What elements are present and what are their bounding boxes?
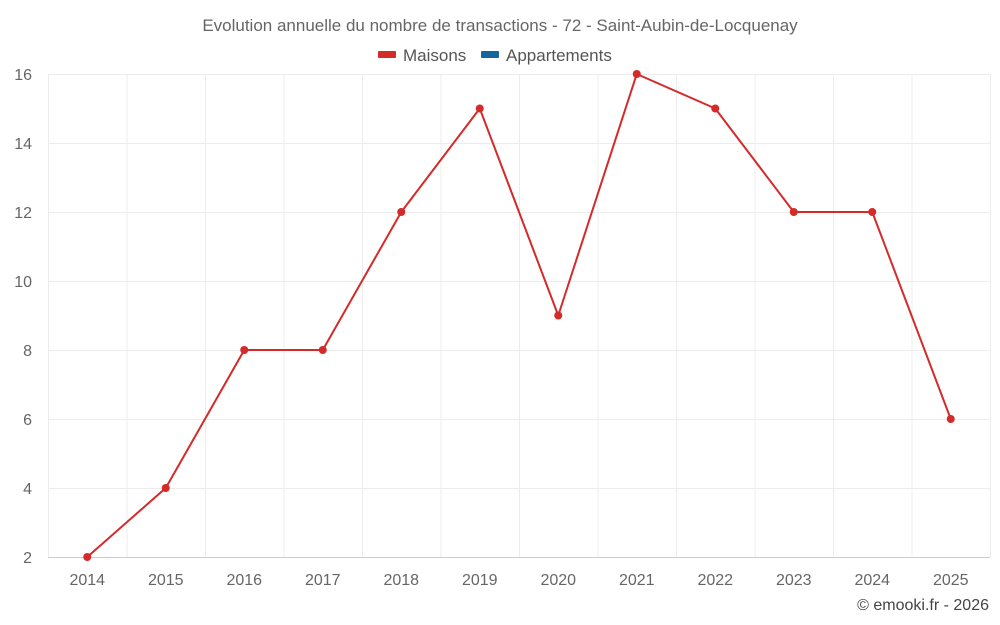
data-point-2021[interactable]: [632, 70, 641, 78]
legend-item-appartements[interactable]: Appartements: [481, 46, 612, 65]
data-point-2016[interactable]: [240, 346, 249, 354]
x-tick-label: 2025: [933, 572, 969, 589]
data-point-2020[interactable]: [554, 311, 563, 320]
data-point-2015[interactable]: [161, 484, 170, 492]
legend-swatch-maisons: [378, 51, 396, 58]
y-tick-label: 16: [14, 67, 32, 84]
y-tick-label: 2: [23, 550, 32, 567]
series-maisons: [83, 70, 955, 561]
data-point-2018[interactable]: [397, 208, 406, 216]
y-tick-label: 10: [14, 274, 32, 291]
legend-label-appartements: Appartements: [506, 46, 612, 65]
data-point-2022[interactable]: [711, 104, 720, 113]
data-point-2023[interactable]: [789, 208, 798, 216]
x-tick-label: 2020: [540, 572, 576, 589]
x-tick-label: 2017: [305, 572, 341, 589]
data-point-2017[interactable]: [318, 346, 327, 354]
x-tick-label: 2019: [462, 572, 498, 589]
data-point-2019[interactable]: [475, 104, 484, 113]
legend-item-maisons[interactable]: Maisons: [378, 46, 466, 65]
series-line-maisons: [86, 73, 952, 558]
legend-label-maisons: Maisons: [403, 46, 466, 65]
y-tick-label: 4: [23, 481, 32, 498]
y-tick-label: 14: [14, 136, 32, 153]
credit-text: © emooki.fr - 2026: [857, 597, 989, 614]
x-axis-ticks: 2014 2015 2016 2017 2018 2019 2020 2021 2022 2023…: [69, 572, 968, 589]
y-tick-label: 8: [23, 343, 32, 360]
x-tick-label: 2015: [148, 572, 184, 589]
x-tick-label: 2023: [776, 572, 812, 589]
x-tick-label: 2014: [69, 572, 105, 589]
x-tick-label: 2018: [383, 572, 419, 589]
data-point-2025[interactable]: [946, 415, 955, 423]
y-tick-label: 6: [23, 412, 32, 429]
x-tick-label: 2021: [619, 572, 655, 589]
data-point-2014[interactable]: [83, 553, 92, 561]
data-point-2024[interactable]: [868, 208, 877, 216]
x-tick-label: 2016: [226, 572, 262, 589]
chart-title: Evolution annuelle du nombre de transact…: [202, 16, 798, 35]
x-tick-label: 2024: [854, 572, 890, 589]
legend-swatch-appartements: [481, 51, 499, 58]
legend: Maisons Appartements: [378, 46, 612, 65]
x-tick-label: 2022: [697, 572, 733, 589]
y-axis-ticks: 2 4 6 8 10 12 14 16: [14, 67, 32, 567]
y-tick-label: 12: [14, 205, 32, 222]
x-gridlines: [48, 74, 991, 557]
